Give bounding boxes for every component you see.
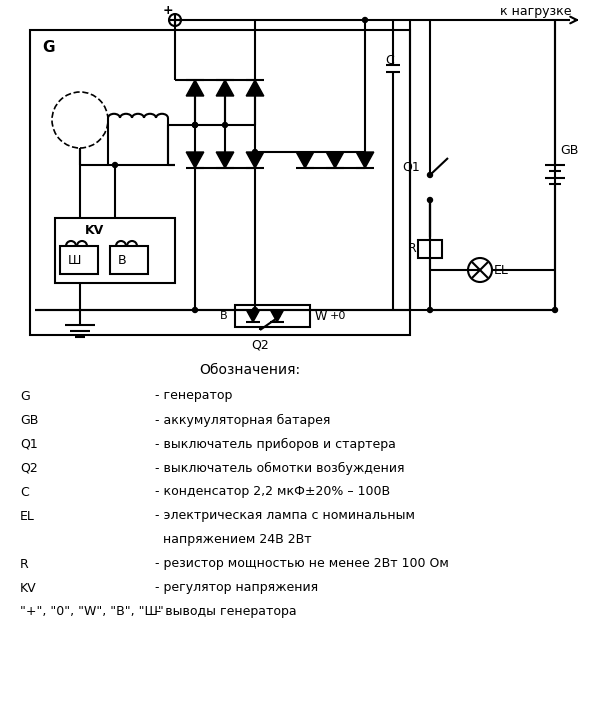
Text: - резистор мощностью не менее 2Вт 100 Ом: - резистор мощностью не менее 2Вт 100 Ом [155, 557, 449, 570]
Text: GB: GB [560, 144, 578, 157]
Polygon shape [216, 80, 234, 96]
Circle shape [253, 150, 257, 155]
Text: EL: EL [494, 263, 509, 276]
Bar [235, 305, 310, 327]
Circle shape [112, 162, 118, 167]
Polygon shape [270, 310, 284, 322]
Text: В: В [118, 254, 127, 268]
Polygon shape [296, 152, 314, 168]
Circle shape [428, 308, 432, 313]
Circle shape [223, 122, 228, 127]
Bar [110, 246, 148, 274]
Polygon shape [246, 152, 264, 168]
Circle shape [253, 308, 257, 313]
Text: GB: GB [20, 414, 38, 426]
Bar [55, 218, 175, 283]
Text: W: W [315, 310, 328, 323]
Text: B: B [220, 311, 228, 321]
Polygon shape [356, 152, 374, 168]
Circle shape [428, 197, 432, 202]
Text: Q2: Q2 [20, 461, 38, 474]
Text: C: C [20, 486, 29, 498]
Text: Q2: Q2 [251, 338, 269, 352]
Circle shape [553, 308, 558, 313]
Text: Q1: Q1 [402, 160, 420, 174]
Polygon shape [246, 80, 264, 96]
Text: - выключатель обмотки возбуждения: - выключатель обмотки возбуждения [155, 461, 404, 474]
Text: - электрическая лампа с номинальным: - электрическая лампа с номинальным [155, 510, 415, 523]
Circle shape [428, 172, 432, 177]
Text: к нагрузке: к нагрузке [500, 4, 572, 18]
Polygon shape [186, 80, 204, 96]
Polygon shape [326, 152, 344, 168]
Circle shape [193, 308, 198, 313]
Text: C: C [385, 53, 393, 66]
Text: Обозначения:: Обозначения: [199, 363, 301, 377]
Text: напряжением 24В 2Вт: напряжением 24В 2Вт [155, 533, 312, 547]
Circle shape [193, 122, 198, 127]
Bar [60, 246, 98, 274]
Text: - выключатель приборов и стартера: - выключатель приборов и стартера [155, 437, 396, 451]
Text: – выводы генератора: – выводы генератора [155, 605, 296, 619]
Bar [418, 240, 442, 258]
Text: Ш: Ш [68, 254, 81, 268]
Polygon shape [246, 310, 260, 322]
Text: R: R [408, 243, 417, 256]
Text: R: R [20, 557, 29, 570]
Text: - регулятор напряжения: - регулятор напряжения [155, 582, 318, 595]
Text: - генератор: - генератор [155, 389, 232, 402]
Text: +0: +0 [330, 311, 346, 321]
Text: "+", "0", "W", "B", "Ш": "+", "0", "W", "B", "Ш" [20, 605, 163, 619]
Polygon shape [216, 152, 234, 168]
Text: G: G [42, 41, 54, 56]
Polygon shape [186, 152, 204, 168]
Text: KV: KV [20, 582, 37, 595]
Circle shape [193, 122, 198, 127]
Text: Q1: Q1 [20, 437, 38, 451]
Text: - аккумуляторная батарея: - аккумуляторная батарея [155, 414, 331, 426]
Text: - конденсатор 2,2 мкФ±20% – 100В: - конденсатор 2,2 мкФ±20% – 100В [155, 486, 390, 498]
Circle shape [362, 18, 367, 23]
Text: +: + [163, 4, 174, 16]
Text: KV: KV [85, 224, 104, 236]
Text: EL: EL [20, 510, 35, 523]
Bar [30, 30, 410, 335]
Text: G: G [20, 389, 30, 402]
